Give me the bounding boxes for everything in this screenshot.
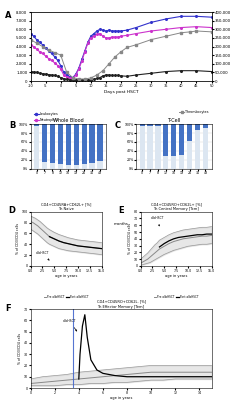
Bar bbox=[74, 165, 79, 168]
Bar bbox=[187, 141, 192, 168]
Title: Whole Blood: Whole Blood bbox=[53, 118, 84, 123]
Bar bbox=[50, 124, 55, 163]
X-axis label: age in years: age in years bbox=[110, 396, 132, 400]
Bar bbox=[58, 124, 63, 164]
Bar bbox=[179, 124, 184, 155]
Bar bbox=[42, 162, 47, 168]
Bar bbox=[34, 126, 39, 168]
Bar bbox=[203, 128, 208, 168]
Legend: Thrombocytes: Thrombocytes bbox=[178, 109, 210, 115]
Title: CD4+CD45RA+CD62L+ [%]
Tn Naive: CD4+CD45RA+CD62L+ [%] Tn Naive bbox=[41, 202, 91, 211]
Bar bbox=[50, 163, 55, 168]
Bar bbox=[163, 156, 168, 168]
Y-axis label: % of CD3/CD4 cells: % of CD3/CD4 cells bbox=[128, 223, 132, 254]
Bar bbox=[82, 124, 87, 164]
Text: alloHSCT: alloHSCT bbox=[150, 216, 164, 226]
Text: B: B bbox=[9, 121, 16, 130]
Bar bbox=[203, 124, 208, 128]
Text: C: C bbox=[115, 121, 121, 130]
Bar bbox=[147, 124, 153, 126]
X-axis label: Days post HSCT: Days post HSCT bbox=[104, 90, 138, 94]
Bar bbox=[195, 130, 200, 168]
Text: alloHSCT: alloHSCT bbox=[36, 251, 49, 260]
Y-axis label: % of CD3/CD4 cells: % of CD3/CD4 cells bbox=[18, 333, 22, 364]
Bar bbox=[34, 124, 39, 126]
Bar bbox=[74, 124, 79, 165]
Y-axis label: % of CD3/CD4 cells: % of CD3/CD4 cells bbox=[16, 223, 20, 254]
Bar bbox=[171, 156, 176, 168]
Bar bbox=[58, 164, 63, 168]
Title: CD4+CD45RO+CD62L+ [%]
Tn Central Memory [Tcm]: CD4+CD45RO+CD62L+ [%] Tn Central Memory … bbox=[151, 202, 201, 211]
Title: T-Cell: T-Cell bbox=[167, 118, 180, 123]
Bar bbox=[140, 124, 145, 126]
Bar bbox=[97, 124, 102, 160]
Bar bbox=[163, 124, 168, 156]
Legend: Pre alloHSCT, Post alloHSCT: Pre alloHSCT, Post alloHSCT bbox=[43, 294, 90, 300]
X-axis label: age in years: age in years bbox=[55, 274, 77, 278]
Bar bbox=[97, 160, 102, 168]
Text: A: A bbox=[5, 11, 12, 20]
Text: F: F bbox=[5, 304, 11, 313]
Bar bbox=[147, 126, 153, 168]
Text: E: E bbox=[118, 206, 123, 215]
Bar bbox=[90, 163, 95, 168]
X-axis label: age in years: age in years bbox=[165, 274, 187, 278]
Bar bbox=[42, 124, 47, 162]
Bar bbox=[171, 124, 176, 156]
Legend: Pre alloHSCT, Post alloHSCT: Pre alloHSCT, Post alloHSCT bbox=[153, 294, 200, 300]
Text: months: months bbox=[114, 222, 129, 226]
Bar bbox=[66, 124, 71, 165]
Bar bbox=[179, 155, 184, 168]
Bar bbox=[155, 124, 161, 126]
Bar bbox=[66, 165, 71, 168]
Title: CD4+CD45RO+CD62L- [%]
Tn Effector Memory [Tem]: CD4+CD45RO+CD62L- [%] Tn Effector Memory… bbox=[97, 300, 145, 309]
Bar bbox=[187, 124, 192, 141]
Text: D: D bbox=[8, 206, 15, 215]
Text: alloHSCT: alloHSCT bbox=[63, 319, 77, 331]
Bar bbox=[90, 124, 95, 163]
Bar bbox=[140, 126, 145, 168]
Bar bbox=[82, 164, 87, 168]
Bar bbox=[195, 124, 200, 130]
Bar bbox=[155, 126, 161, 168]
